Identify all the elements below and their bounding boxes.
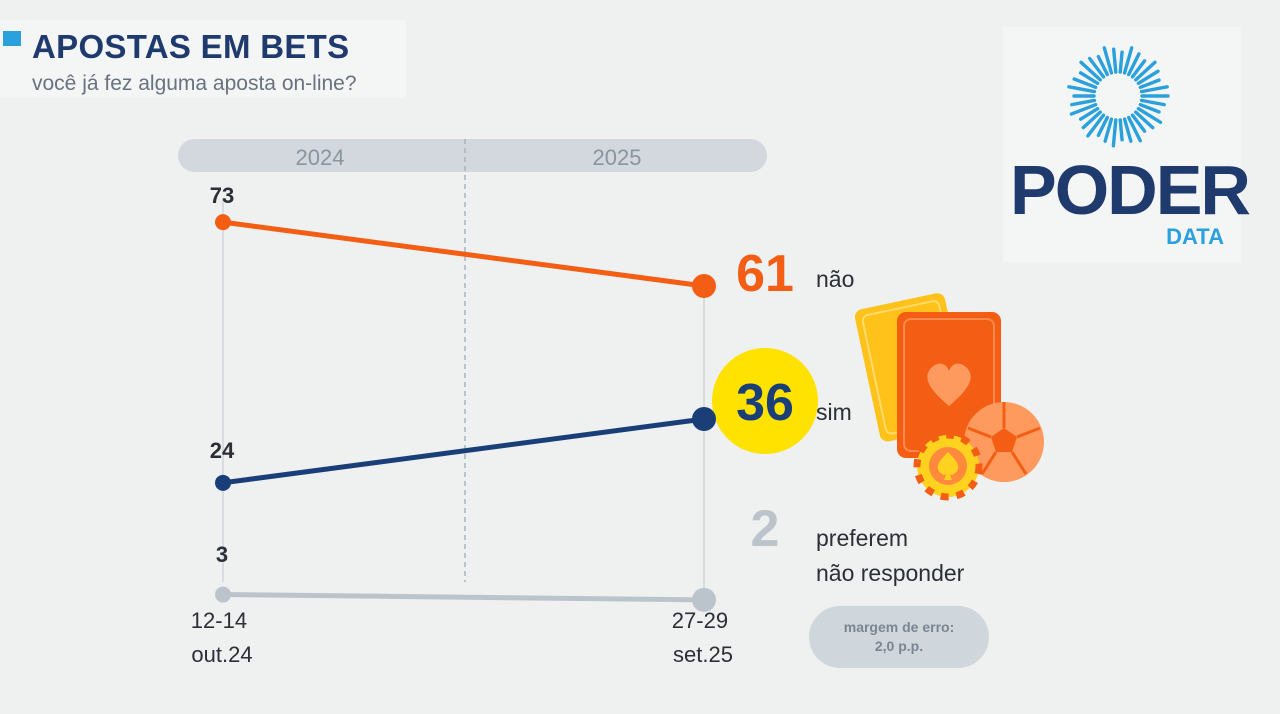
logo-ray (1086, 113, 1106, 138)
soccer-ball-icon (964, 402, 1044, 482)
point-prefer-2025 (692, 587, 716, 612)
series-line-sim (220, 416, 707, 486)
value-label-sim-2025: 36 (736, 374, 794, 432)
period-label-2025: 2025 (593, 145, 642, 170)
logo-ray (1079, 60, 1102, 82)
logo-ray (1122, 117, 1133, 143)
chart-subtitle: você já fez alguma aposta on-line? (32, 72, 357, 95)
highlight-circle (712, 348, 818, 454)
logo-ray (1070, 98, 1097, 107)
point-nao-2025 (692, 273, 716, 298)
margin-of-error-badge: margem de erro: 2,0 p.p. (809, 606, 989, 668)
point-sim-2024 (215, 474, 231, 491)
series-name-prefer-line2: não responder (816, 560, 965, 586)
margin-line-2: 2,0 p.p. (874, 638, 924, 654)
logo-ray (1096, 115, 1110, 138)
logo-ray (1134, 60, 1157, 82)
logo-ray (1139, 85, 1169, 94)
series-name-nao: não (816, 266, 854, 292)
logo-ray (1078, 71, 1100, 86)
logo-ray (1078, 106, 1100, 121)
logo-ray (1072, 77, 1098, 90)
value-label-prefer-2024: 3 (216, 542, 228, 567)
logo-ray (1111, 118, 1118, 148)
x-tick-2-line1: 27-29 (672, 608, 728, 633)
logo-ray (1126, 115, 1142, 143)
point-sim-2025 (692, 406, 716, 431)
series-name-sim: sim (816, 399, 852, 425)
logo-ray (1130, 59, 1147, 79)
series-line-prefer (220, 592, 707, 603)
header-box (0, 20, 406, 98)
value-label-nao-2025: 61 (736, 245, 794, 303)
logo-ray (1081, 110, 1102, 130)
logo-ray (1138, 78, 1161, 90)
logo-ray (1103, 117, 1114, 143)
logo-ray (1096, 54, 1110, 77)
logo-ray (1118, 50, 1124, 74)
x-tick-2-line2: set.25 (673, 642, 733, 667)
value-label-nao-2024: 73 (210, 183, 234, 208)
heart-icon (927, 363, 971, 406)
title-marker (3, 31, 21, 46)
series-name-prefer-line1: preferem (816, 525, 908, 551)
value-label-sim-2024: 24 (210, 438, 235, 463)
poker-chip-icon (913, 431, 983, 501)
logo-ray (1126, 52, 1141, 77)
series-name-prefer: preferem não responder (816, 525, 965, 586)
period-label-2024: 2024 (296, 145, 345, 170)
margin-line-1: margem de erro: (843, 619, 955, 635)
spade-icon (937, 452, 959, 480)
chart-title: APOSTAS EM BETS (32, 28, 350, 65)
logo-ray (1122, 46, 1134, 75)
period-bar (178, 139, 767, 172)
logo-ray (1111, 47, 1118, 74)
logo-sub: DATA (1166, 224, 1224, 249)
value-label-prefer-2025: 2 (751, 500, 780, 558)
x-tick-1-line2: out.24 (191, 642, 252, 667)
point-prefer-2024 (215, 586, 231, 603)
logo-ray (1102, 46, 1114, 75)
x-tick-1-line1: 12-14 (191, 608, 247, 633)
logo-ray (1139, 98, 1166, 107)
logo-ray (1138, 102, 1161, 114)
logo-ray (1087, 56, 1106, 79)
logo-wordmark: PODER (1010, 151, 1251, 229)
logo-ray (1118, 118, 1124, 142)
logo-ray (1067, 85, 1097, 94)
logo-ray (1134, 110, 1155, 130)
x-tick-label-1: 12-14 out.24 (191, 608, 253, 667)
logo-ray (1130, 113, 1147, 133)
logo-ray (1069, 102, 1098, 116)
poder-logo-icon (1067, 46, 1170, 148)
logo-ray (1136, 69, 1160, 86)
series-line-nao (220, 219, 707, 289)
x-tick-label-2: 27-29 set.25 (672, 608, 734, 667)
point-nao-2024 (215, 214, 231, 231)
logo-ray (1136, 106, 1163, 125)
